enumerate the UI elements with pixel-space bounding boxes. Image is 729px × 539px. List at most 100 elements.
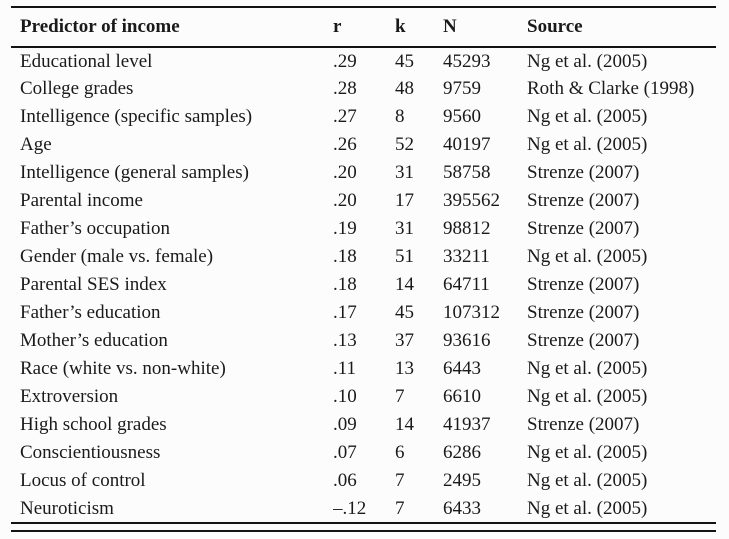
cell-r: .20 [333, 190, 357, 211]
cell-source: Ng et al. (2005) [527, 246, 648, 267]
cell-source: Strenze (2007) [527, 274, 640, 295]
cell-r: –.12 [333, 497, 367, 519]
cell-predictor: Intelligence (general samples) [20, 162, 249, 183]
table-row: Parental SES index .18 14 64711 Strenze (200… [11, 271, 716, 299]
cell-predictor: Parental SES index [20, 274, 167, 295]
cell-k: 17 [395, 190, 414, 211]
table-row: Neuroticism –.12 7 6433 Ng et al. (2005) [11, 495, 716, 523]
cell-predictor: Gender (male vs. female) [20, 246, 214, 267]
cell-k: 48 [395, 78, 414, 99]
cell-r: .06 [333, 470, 357, 491]
cell-r: .11 [333, 358, 357, 379]
cell-r: .26 [333, 134, 357, 155]
cell-n: 33211 [443, 246, 490, 267]
cell-predictor: Conscientiousness [20, 442, 161, 463]
cell-source: Ng et al. (2005) [527, 497, 648, 519]
cell-n: 45293 [443, 50, 491, 72]
cell-predictor: Extroversion [20, 386, 119, 407]
cell-predictor: Mother’s education [20, 330, 168, 351]
cell-n: 64711 [443, 274, 490, 295]
cell-k: 7 [395, 386, 405, 407]
cell-predictor: Father’s occupation [20, 218, 171, 239]
column-header-r: r [333, 7, 395, 48]
table-row: Father’s education .17 45 107312 Strenze (20… [11, 299, 716, 327]
cell-k: 31 [395, 218, 414, 239]
cell-r: .10 [333, 386, 357, 407]
cell-predictor: High school grades [20, 414, 167, 435]
table-row: Locus of control .06 7 2495 Ng et al. (2005) [11, 467, 716, 495]
cell-r: .27 [333, 106, 357, 127]
cell-source: Ng et al. (2005) [527, 470, 648, 491]
cell-n: 98812 [443, 218, 491, 239]
table-row: College grades .28 48 9759 Roth & Clarke (19… [11, 75, 716, 103]
cell-source: Strenze (2007) [527, 162, 640, 183]
cell-source: Strenze (2007) [527, 330, 640, 351]
cell-n: 9560 [443, 106, 481, 127]
cell-source: Ng et al. (2005) [527, 442, 648, 463]
cell-predictor: Educational level [20, 50, 153, 72]
cell-n: 107312 [443, 302, 500, 323]
cell-k: 45 [395, 302, 414, 323]
cell-k: 14 [395, 414, 414, 435]
cell-source: Ng et al. (2005) [527, 386, 648, 407]
cell-predictor: Father’s education [20, 302, 161, 323]
cell-r: .28 [333, 78, 357, 99]
cell-n: 2495 [443, 470, 481, 491]
cell-k: 37 [395, 330, 414, 351]
cell-n: 395562 [443, 190, 500, 211]
cell-source: Strenze (2007) [527, 414, 640, 435]
table-row: Parental income .20 17 395562 Strenze (2007) [11, 187, 716, 215]
cell-source: Ng et al. (2005) [527, 50, 648, 72]
cell-r: .18 [333, 246, 357, 267]
cell-predictor: College grades [20, 78, 134, 99]
table-row: Mother’s education .13 37 93616 Strenze (200… [11, 327, 716, 355]
cell-n: 6443 [443, 358, 481, 379]
cell-n: 93616 [443, 330, 491, 351]
cell-k: 45 [395, 50, 414, 72]
income-predictors-table: Predictor of income r k N Source Educati… [11, 6, 716, 524]
cell-source: Ng et al. (2005) [527, 134, 648, 155]
table-row: Intelligence (general samples) .20 31 58758… [11, 159, 716, 187]
cell-k: 13 [395, 358, 414, 379]
column-header-source: Source [527, 7, 716, 48]
cell-k: 51 [395, 246, 414, 267]
cell-predictor: Locus of control [20, 470, 146, 491]
cell-source: Ng et al. (2005) [527, 106, 648, 127]
table-row: Educational level .29 45 45293 Ng et al. (20… [11, 47, 716, 75]
table-row: Gender (male vs. female) .18 51 33211 Ng et … [11, 243, 716, 271]
cell-r: .13 [333, 330, 357, 351]
cell-n: 40197 [443, 134, 491, 155]
cell-r: .17 [333, 302, 357, 323]
cell-n: 6286 [443, 442, 481, 463]
cell-predictor: Neuroticism [20, 497, 114, 519]
cell-k: 52 [395, 134, 414, 155]
cell-source: Strenze (2007) [527, 302, 640, 323]
cell-predictor: Race (white vs. non-white) [20, 358, 226, 379]
table-row: Age .26 52 40197 Ng et al. (2005) [11, 131, 716, 159]
cell-k: 8 [395, 106, 405, 127]
table-header: Predictor of income r k N Source [11, 7, 716, 48]
cell-r: .29 [333, 50, 357, 72]
column-header-k: k [395, 7, 443, 48]
table-row: Conscientiousness .07 6 6286 Ng et al. (2005… [11, 439, 716, 467]
table-row: High school grades .09 14 41937 Strenze (200… [11, 411, 716, 439]
cell-r: .07 [333, 442, 357, 463]
table-row: Extroversion .10 7 6610 Ng et al. (2005) [11, 383, 716, 411]
cell-k: 7 [395, 497, 405, 519]
cell-r: .19 [333, 218, 357, 239]
cell-predictor: Parental income [20, 190, 143, 211]
cell-n: 41937 [443, 414, 491, 435]
cell-source: Strenze (2007) [527, 190, 640, 211]
cell-predictor: Age [20, 134, 52, 155]
cell-n: 6610 [443, 386, 481, 407]
table-body: Educational level .29 45 45293 Ng et al. (20… [11, 47, 716, 523]
header-row: Predictor of income r k N Source [11, 7, 716, 48]
cell-n: 6433 [443, 497, 481, 519]
cell-k: 14 [395, 274, 414, 295]
cell-k: 7 [395, 470, 405, 491]
cell-r: .20 [333, 162, 357, 183]
cell-k: 31 [395, 162, 414, 183]
column-header-predictor: Predictor of income [11, 7, 333, 48]
cell-source: Strenze (2007) [527, 218, 640, 239]
